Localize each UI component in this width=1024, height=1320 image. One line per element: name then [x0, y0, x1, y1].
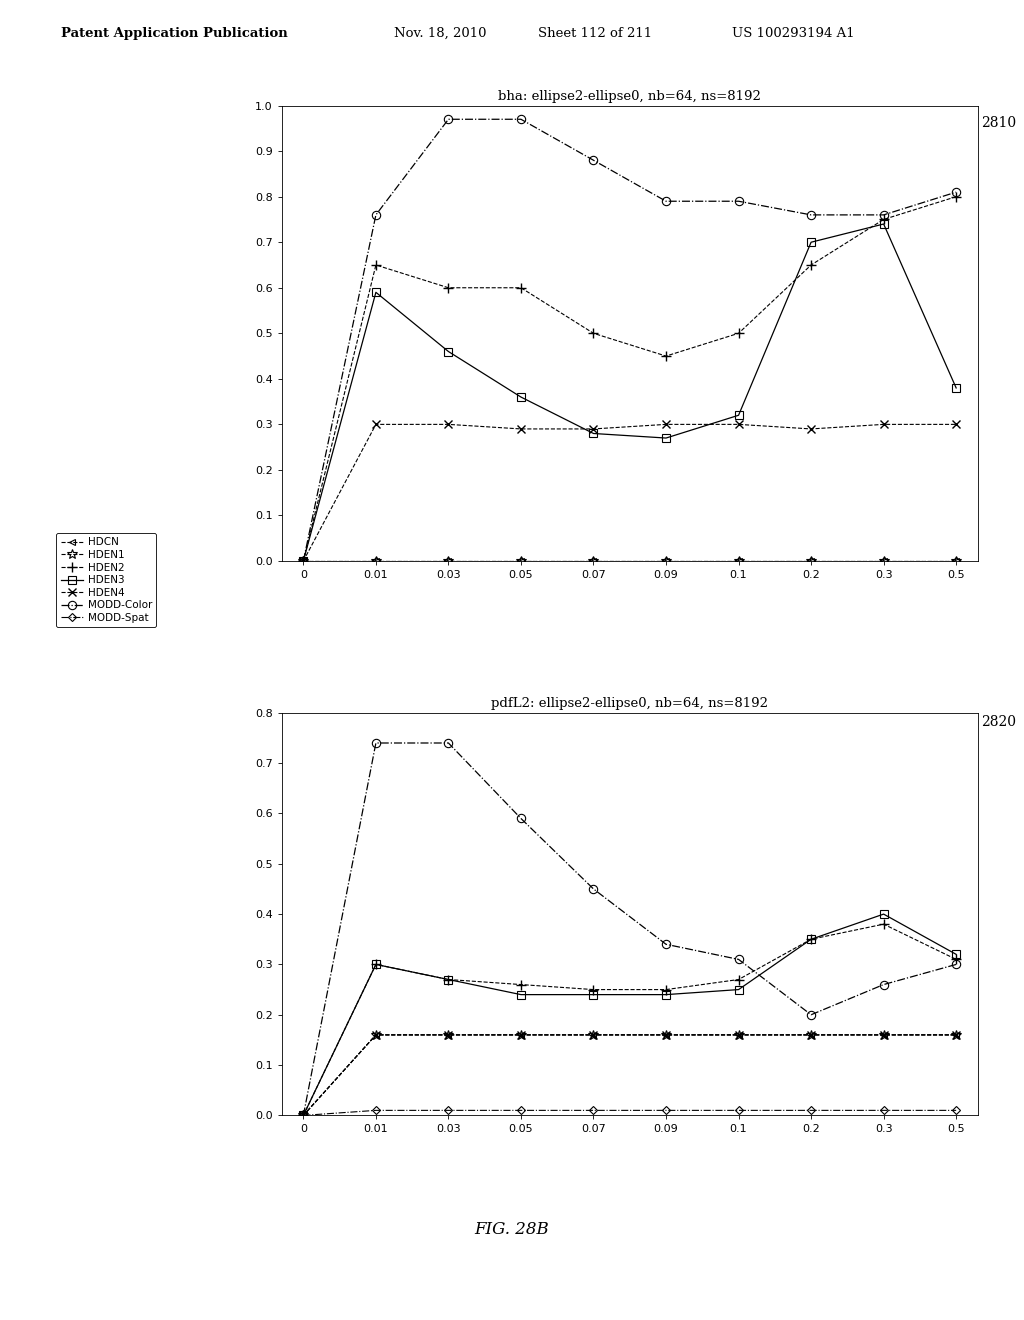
Text: US 100293194 A1: US 100293194 A1 [732, 26, 855, 40]
Text: FIG. 28B: FIG. 28B [475, 1221, 549, 1238]
Title: bha: ellipse2-ellipse0, nb=64, ns=8192: bha: ellipse2-ellipse0, nb=64, ns=8192 [499, 90, 761, 103]
Text: Nov. 18, 2010: Nov. 18, 2010 [394, 26, 486, 40]
Text: Patent Application Publication: Patent Application Publication [61, 26, 288, 40]
Legend: HDCN, HDEN1, HDEN2, HDEN3, HDEN4, MODD-Color, MODD-Spat: HDCN, HDEN1, HDEN2, HDEN3, HDEN4, MODD-C… [56, 533, 157, 627]
Title: pdfL2: ellipse2-ellipse0, nb=64, ns=8192: pdfL2: ellipse2-ellipse0, nb=64, ns=8192 [492, 697, 768, 710]
Text: Sheet 112 of 211: Sheet 112 of 211 [538, 26, 651, 40]
Text: 2810: 2810 [981, 116, 1016, 131]
Text: 2820: 2820 [981, 715, 1016, 730]
